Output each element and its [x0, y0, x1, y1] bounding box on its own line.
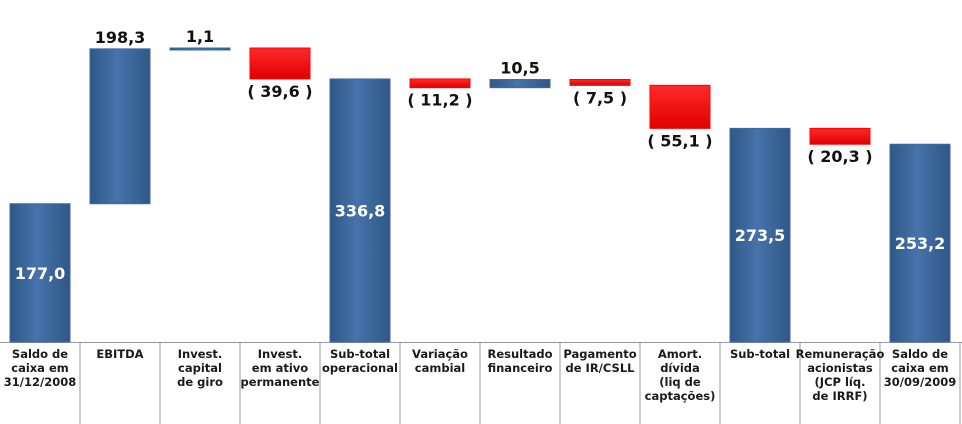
- value-label: 10,5: [500, 58, 539, 77]
- x-tick-line: Pagamento: [563, 347, 636, 361]
- x-tick-line: em ativo: [252, 361, 308, 375]
- x-tick-line: operacional: [322, 361, 398, 375]
- bar: [649, 84, 711, 129]
- x-tick-line: EBITDA: [96, 347, 143, 361]
- x-tick-line: 30/09/2009: [884, 375, 956, 389]
- x-tick-line: Invest.: [178, 347, 222, 361]
- x-tick-label: Sub-total operacional: [322, 347, 398, 375]
- value-label: ( 55,1 ): [647, 131, 712, 150]
- value-label: 273,5: [735, 226, 786, 245]
- x-tick-label: Sub-total: [730, 347, 790, 361]
- value-label: ( 39,6 ): [247, 82, 312, 101]
- x-tick-line: Sub-total: [330, 347, 390, 361]
- x-tick-line: Saldo de: [892, 347, 948, 361]
- bar: [809, 127, 871, 145]
- value-label: ( 20,3 ): [807, 147, 872, 166]
- x-tick-label: Remuneração acionistas (JCP líq. de IRRF): [796, 347, 885, 403]
- x-tick-line: capital: [178, 361, 222, 375]
- x-tick-line: Invest.: [258, 347, 302, 361]
- x-tick-line: (JCP líq.: [815, 375, 866, 389]
- value-label: 198,3: [95, 28, 146, 47]
- value-label: 336,8: [335, 201, 386, 220]
- x-tick-label: Saldo de caixa em 31/12/2008: [4, 347, 76, 389]
- bar: [249, 47, 311, 80]
- x-tick-line: Variação: [412, 347, 468, 361]
- x-tick-line: Saldo de: [12, 347, 68, 361]
- x-tick-line: de IRRF): [812, 389, 867, 403]
- x-tick-line: cambial: [415, 361, 465, 375]
- bar: [9, 203, 71, 343]
- x-tick-label: Pagamento de IR/CSLL: [563, 347, 636, 375]
- x-tick-line: Resultado: [487, 347, 552, 361]
- value-label: ( 11,2 ): [407, 91, 472, 110]
- value-label: 253,2: [895, 234, 946, 253]
- x-tick-line: permanente: [241, 375, 320, 389]
- x-tick-label: Amort. dívida (liq de captações): [645, 347, 716, 403]
- value-label: 177,0: [15, 264, 66, 283]
- x-tick-line: de IR/CSLL: [566, 361, 636, 375]
- x-tick-label: Variação cambial: [412, 347, 468, 375]
- bar: [889, 143, 951, 343]
- x-tick-label: Saldo de caixa em 30/09/2009: [884, 347, 956, 389]
- x-tick-label: Resultado financeiro: [487, 347, 552, 375]
- value-label: 1,1: [186, 27, 214, 46]
- bar: [169, 47, 231, 51]
- bar: [569, 78, 631, 86]
- bar: [729, 127, 791, 343]
- x-tick-line: Remuneração: [796, 347, 885, 361]
- bar: [409, 78, 471, 89]
- bar: [489, 78, 551, 89]
- x-tick-line: financeiro: [488, 361, 553, 375]
- x-tick-line: de giro: [177, 375, 223, 389]
- x-tick-line: dívida: [660, 361, 700, 375]
- x-tick-label: Invest. capital de giro: [177, 347, 223, 389]
- x-tick-line: Sub-total: [730, 347, 790, 361]
- x-tick-line: (liq de: [659, 375, 701, 389]
- bar: [89, 48, 151, 205]
- x-tick-label: Invest. em ativo permanente: [241, 347, 320, 389]
- x-tick-line: Amort.: [658, 347, 702, 361]
- x-tick-label: EBITDA: [96, 347, 143, 361]
- x-tick-line: caixa em: [11, 361, 69, 375]
- value-label: ( 7,5 ): [573, 88, 627, 107]
- x-tick-line: 31/12/2008: [4, 375, 76, 389]
- bar: [329, 78, 391, 343]
- x-tick-line: caixa em: [891, 361, 949, 375]
- x-tick-line: acionistas: [807, 361, 873, 375]
- x-tick-line: captações): [645, 389, 716, 403]
